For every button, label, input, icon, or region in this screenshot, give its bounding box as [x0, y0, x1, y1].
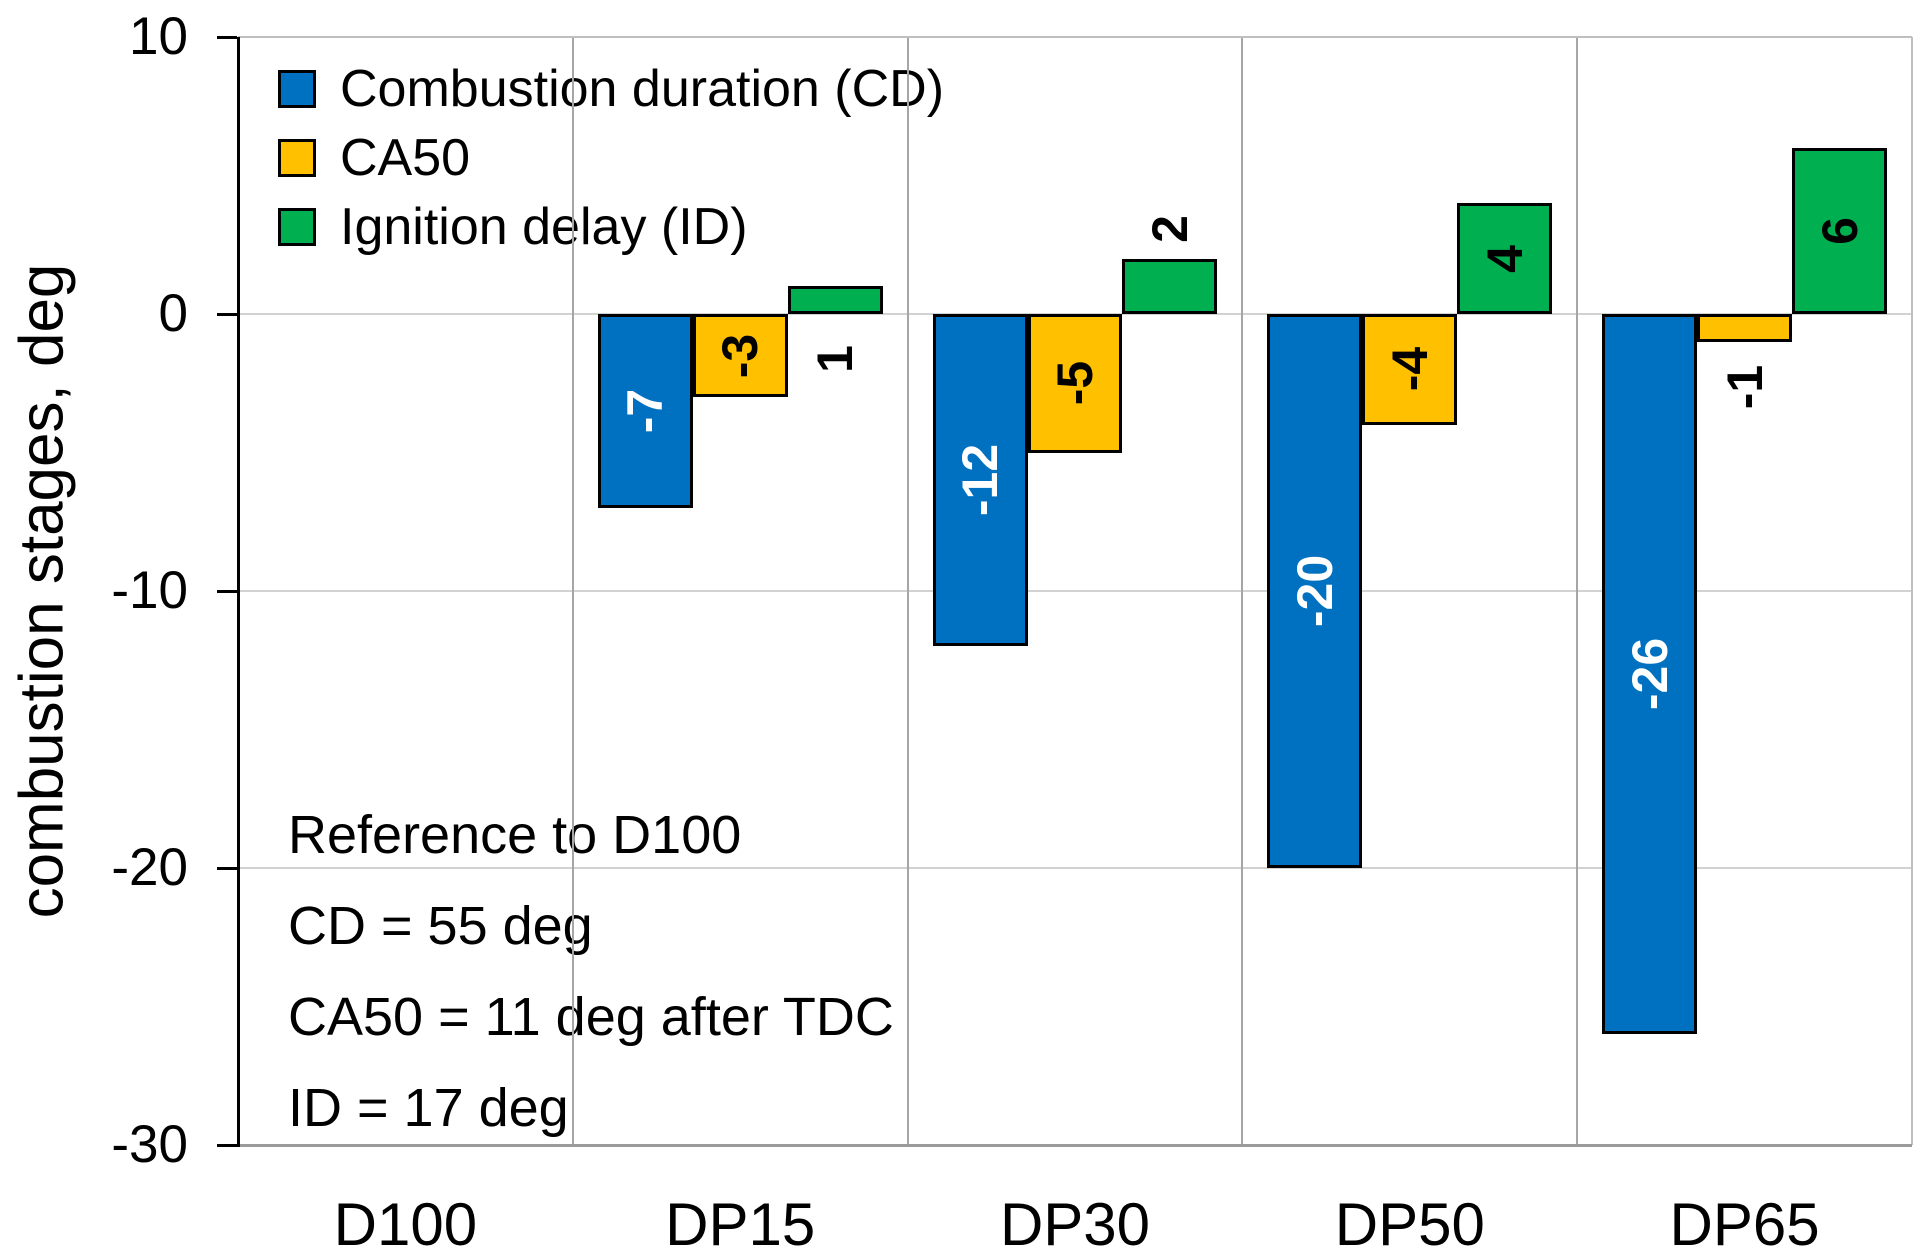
- bar-value-text: 6: [1811, 216, 1868, 245]
- y-tick--30: [217, 1144, 237, 1147]
- bar-ignition-delay-id-dp15: [787, 286, 883, 314]
- bar-ca50-dp30: [1027, 314, 1123, 453]
- bar-ignition-delay-id-dp30: [1122, 258, 1218, 314]
- bar-value-text: -3: [712, 333, 769, 378]
- bar-combustion-duration-cd-dp50: [1267, 314, 1363, 868]
- bar-value-text: 4: [1476, 244, 1533, 273]
- y-tick-0: [217, 313, 237, 316]
- bar-value-text: -26: [1621, 637, 1678, 711]
- x-axis-line: [238, 1144, 1912, 1147]
- x-category-label-dp50: DP50: [1334, 1191, 1485, 1258]
- x-category-label-d100: D100: [333, 1191, 478, 1258]
- annotation-line-1: CD = 55 deg: [288, 896, 593, 956]
- bar-value-text: -20: [1286, 554, 1343, 628]
- legend-item-2: Ignition delay (ID): [278, 192, 944, 261]
- legend-swatch-icon: [278, 207, 316, 246]
- x-category-label-dp65: DP65: [1669, 1191, 1820, 1258]
- y-tick--20: [217, 867, 237, 870]
- y-tick-label--20: -20: [111, 838, 188, 897]
- bar-value-text: 1: [807, 345, 864, 373]
- bar-value-text: -5: [1047, 361, 1103, 406]
- bar-combustion-duration-cd-dp15: [597, 314, 693, 508]
- annotation-line-0: Reference to D100: [288, 805, 742, 865]
- gridline--20: [238, 867, 1912, 869]
- bar-ignition-delay-id-dp65: [1792, 147, 1887, 314]
- y-tick-label-10: 10: [129, 7, 188, 66]
- category-separator-4: [1576, 37, 1579, 1145]
- plot-border-top: [238, 36, 1912, 38]
- bar-ignition-delay-id-dp50: [1457, 203, 1553, 314]
- bar-ca50-dp65: [1697, 314, 1793, 342]
- bar-value-text: -7: [617, 388, 674, 434]
- bar-ca50-dp15: [692, 314, 788, 398]
- gridline--10: [238, 590, 1912, 592]
- plot-border-right: [1911, 37, 1913, 1145]
- annotation-line-3: ID = 17 deg: [288, 1078, 569, 1138]
- category-separator-1: [571, 37, 574, 1145]
- annotation-line-2: CA50 = 11 deg after TDC: [288, 987, 894, 1047]
- x-category-label-dp30: DP30: [999, 1191, 1151, 1258]
- x-category-label-dp15: DP15: [665, 1191, 816, 1258]
- bar-combustion-duration-cd-dp30: [932, 314, 1028, 647]
- y-tick-label--30: -30: [111, 1115, 188, 1174]
- category-separator-2: [906, 37, 909, 1145]
- legend-swatch-icon: [278, 69, 316, 108]
- bar-value-text: -1: [1716, 364, 1773, 409]
- category-separator-3: [1241, 37, 1244, 1145]
- y-axis-line: [237, 37, 240, 1147]
- y-tick--10: [217, 590, 237, 593]
- bar-combustion-duration-cd-dp65: [1602, 314, 1698, 1035]
- legend-item-0: Combustion duration (CD): [278, 54, 944, 123]
- bar-value-text: -4: [1381, 347, 1438, 392]
- legend-label: Ignition delay (ID): [340, 197, 748, 256]
- bar-ca50-dp50: [1362, 314, 1458, 425]
- annotation-box: Reference to D100 CD = 55 deg CA50 = 11 de…: [288, 790, 894, 1154]
- legend-label: Combustion duration (CD): [340, 59, 945, 118]
- legend-item-1: CA50: [278, 123, 944, 192]
- bar-value-text: 2: [1141, 214, 1198, 243]
- legend: Combustion duration (CD) CA50 Ignition del…: [278, 54, 944, 261]
- legend-swatch-icon: [278, 138, 316, 177]
- y-tick-label-0: 0: [158, 284, 188, 343]
- y-tick-label--10: -10: [111, 561, 188, 620]
- bar-value-text: -12: [952, 444, 1009, 517]
- legend-label: CA50: [340, 128, 471, 187]
- y-tick-10: [217, 36, 237, 39]
